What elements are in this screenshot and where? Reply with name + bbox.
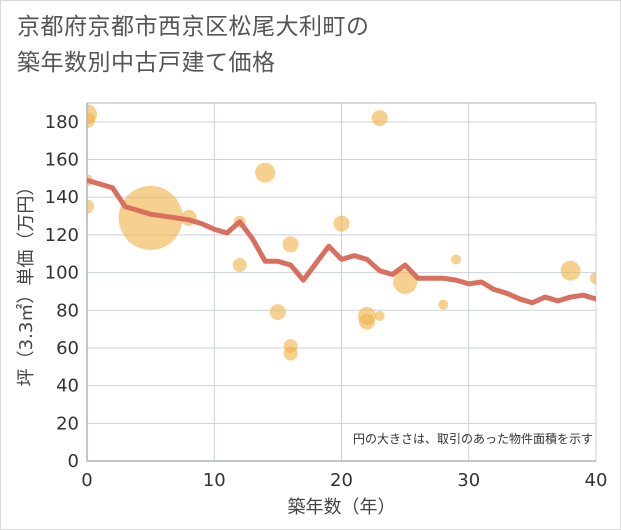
bubble-point bbox=[371, 110, 388, 127]
bubble-point bbox=[118, 185, 183, 250]
y-tick-label: 40 bbox=[56, 376, 79, 397]
bubble-series bbox=[87, 104, 596, 361]
y-tick-label: 160 bbox=[45, 150, 79, 171]
y-tick-label: 60 bbox=[56, 338, 79, 359]
y-tick-label: 100 bbox=[45, 263, 79, 284]
bubble-point bbox=[438, 299, 449, 310]
grid-lines bbox=[86, 102, 597, 462]
x-tick-label: 10 bbox=[203, 470, 226, 491]
y-axis-label: 坪（3.3㎡）単価（万円） bbox=[15, 178, 37, 387]
bubble-point bbox=[560, 260, 581, 281]
average-price-line bbox=[87, 177, 596, 306]
x-tick-label: 20 bbox=[330, 470, 353, 491]
x-tick-label: 40 bbox=[585, 470, 608, 491]
bubble-point bbox=[393, 270, 418, 294]
bubble-point bbox=[232, 258, 247, 273]
bubble-size-note: 円の大きさは、取引のあった物件面積を示す bbox=[353, 431, 593, 446]
y-tick-label: 140 bbox=[45, 187, 79, 208]
y-tick-label: 180 bbox=[45, 112, 79, 133]
bubble-point bbox=[255, 162, 276, 183]
bubble-point bbox=[590, 272, 596, 285]
bubble-point bbox=[358, 313, 375, 330]
bubble-point bbox=[374, 310, 385, 321]
bubble-point bbox=[282, 236, 299, 253]
bubble-point bbox=[283, 346, 298, 361]
x-axis-ticks: 0 10 20 30 40 bbox=[81, 470, 607, 491]
y-axis-ticks: 0 20 40 60 80 100 120 140 160 180 bbox=[45, 112, 79, 472]
bubble-point bbox=[87, 111, 95, 128]
bubble-point bbox=[333, 215, 350, 232]
chart-title-line1: 京都府京都市西京区松尾大利町の bbox=[17, 14, 370, 40]
bubble-point bbox=[87, 199, 94, 214]
average-line-series bbox=[87, 177, 596, 306]
y-tick-label: 20 bbox=[56, 413, 79, 434]
chart-title-line2: 築年数別中古戸建て価格 bbox=[17, 50, 276, 76]
bubble-point bbox=[451, 254, 462, 265]
x-axis-label: 築年数（年） bbox=[288, 497, 396, 518]
y-tick-label: 0 bbox=[68, 451, 79, 472]
bubble-point bbox=[269, 304, 286, 321]
x-tick-label: 30 bbox=[457, 470, 480, 491]
chart-title: 京都府京都市西京区松尾大利町の 築年数別中古戸建て価格 bbox=[17, 9, 370, 81]
y-tick-label: 120 bbox=[45, 225, 79, 246]
y-tick-label: 80 bbox=[56, 300, 79, 321]
x-tick-label: 0 bbox=[81, 470, 92, 491]
